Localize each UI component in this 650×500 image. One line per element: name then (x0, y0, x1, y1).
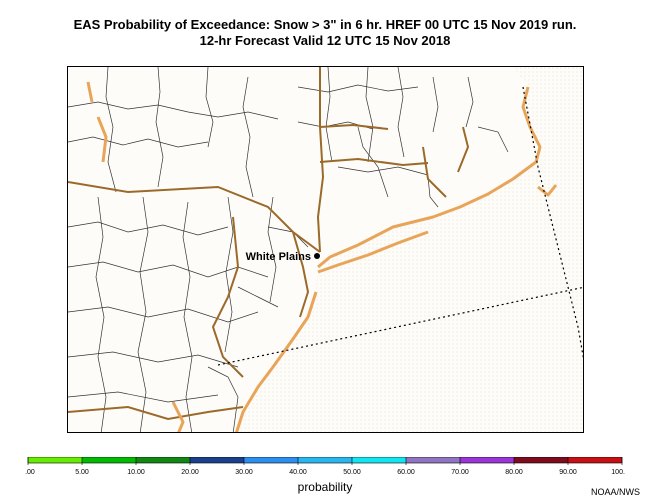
city-marker-icon (314, 253, 320, 259)
colorbar-tick-label: 1.00 (25, 469, 35, 476)
colorbar-tick-label: 40.00 (289, 469, 307, 476)
credit-label: NOAA/NWS (590, 487, 640, 497)
map-title: EAS Probability of Exceedance: Snow > 3"… (73, 17, 577, 32)
colorbar-title: probability (297, 480, 353, 494)
colorbar-segment (190, 457, 244, 463)
colorbar-segment (514, 457, 568, 463)
colorbar-tick-label: 10.00 (127, 469, 145, 476)
map-canvas: White Plains (68, 67, 583, 432)
state-borders (68, 67, 470, 421)
probability-colorbar: 1.00 5.00 10.00 20.00 30.00 40.00 50.00 60.00 70… (25, 457, 625, 476)
colorbar-tick-label: 80.00 (505, 469, 523, 476)
colorbar-tick-label: 100.00 (611, 469, 625, 476)
colorbar-segment (568, 457, 622, 463)
colorbar-segment (136, 457, 190, 463)
colorbar-tick-label: 90.00 (559, 469, 577, 476)
colorbar-segment (298, 457, 352, 463)
colorbar-segment (82, 457, 136, 463)
county-borders (68, 67, 509, 432)
colorbar-tick-label: 60.00 (397, 469, 415, 476)
colorbar-segment (406, 457, 460, 463)
colorbar-tick-label: 70.00 (451, 469, 469, 476)
colorbar-tick-label: 20.00 (181, 469, 199, 476)
colorbar-tick-label: 5.00 (75, 469, 89, 476)
map-panel: White Plains (67, 66, 584, 433)
colorbar-tick-label: 30.00 (235, 469, 253, 476)
colorbar-segment (460, 457, 514, 463)
colorbar-segment (352, 457, 406, 463)
colorbar-segment (28, 457, 82, 463)
colorbar-tick-label: 50.00 (343, 469, 361, 476)
map-subtitle: 12-hr Forecast Valid 12 UTC 15 Nov 2018 (199, 33, 451, 48)
ocean-area (236, 67, 583, 432)
colorbar-segment (244, 457, 298, 463)
city-label: White Plains (246, 251, 311, 263)
